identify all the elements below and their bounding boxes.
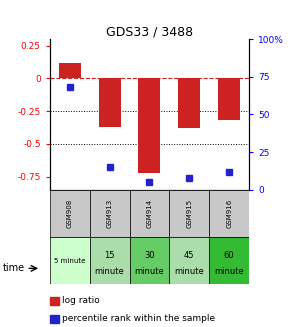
Bar xyxy=(209,190,249,237)
Bar xyxy=(169,237,209,284)
Text: 15: 15 xyxy=(104,250,115,260)
Bar xyxy=(130,190,169,237)
Bar xyxy=(90,190,130,237)
Bar xyxy=(99,78,120,127)
Bar xyxy=(178,78,200,128)
Bar xyxy=(59,63,81,78)
Bar xyxy=(209,237,249,284)
Bar xyxy=(218,78,240,120)
Bar xyxy=(90,237,130,284)
Text: 60: 60 xyxy=(224,250,234,260)
Bar xyxy=(169,190,209,237)
Text: minute: minute xyxy=(134,267,164,276)
Bar xyxy=(50,237,90,284)
Text: GSM908: GSM908 xyxy=(67,199,73,228)
Text: GSM916: GSM916 xyxy=(226,199,232,228)
Text: 45: 45 xyxy=(184,250,195,260)
Bar xyxy=(50,297,59,305)
Bar xyxy=(130,237,169,284)
Text: time: time xyxy=(3,263,25,273)
Text: minute: minute xyxy=(174,267,204,276)
Text: GSM915: GSM915 xyxy=(186,199,192,228)
Text: GSM913: GSM913 xyxy=(107,199,113,228)
Text: minute: minute xyxy=(95,267,125,276)
Text: 5 minute: 5 minute xyxy=(54,258,86,264)
Text: 30: 30 xyxy=(144,250,155,260)
Text: log ratio: log ratio xyxy=(62,296,99,305)
Bar xyxy=(50,315,59,323)
Bar xyxy=(50,190,90,237)
Title: GDS33 / 3488: GDS33 / 3488 xyxy=(106,25,193,38)
Bar xyxy=(139,78,160,173)
Text: GSM914: GSM914 xyxy=(146,199,152,228)
Text: minute: minute xyxy=(214,267,244,276)
Text: percentile rank within the sample: percentile rank within the sample xyxy=(62,314,215,323)
